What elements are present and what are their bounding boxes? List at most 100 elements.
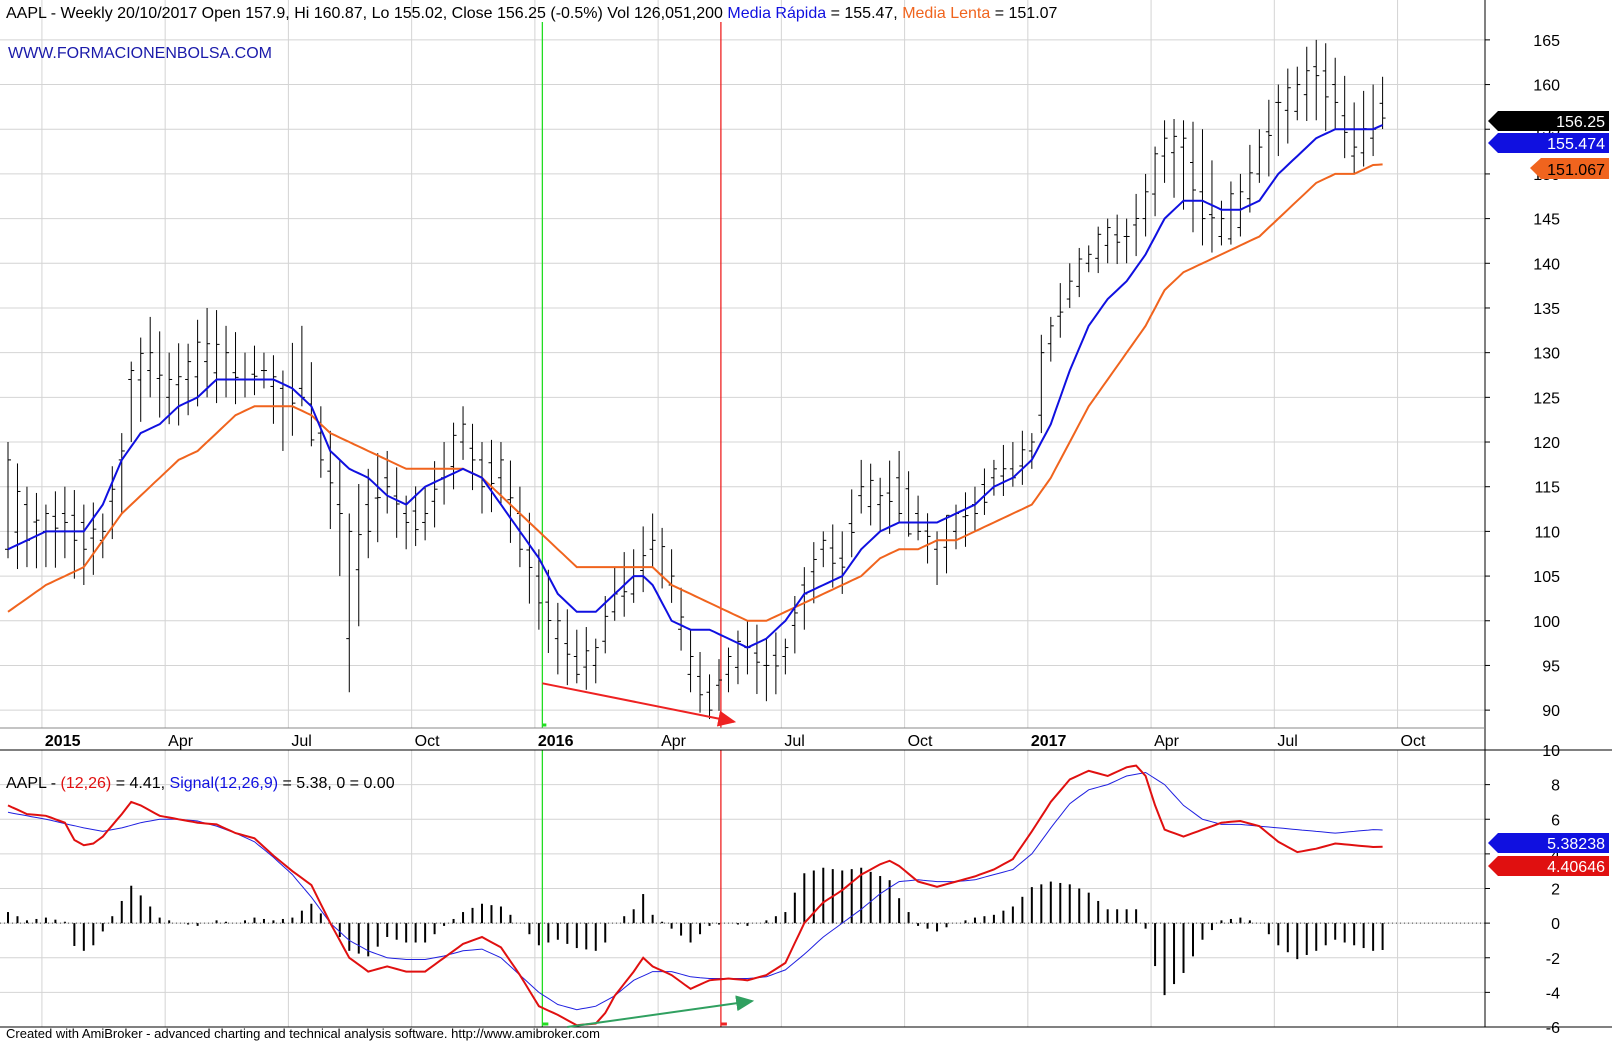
price-tick-label: 125 (1533, 390, 1560, 407)
ohlc-bar (61, 486, 68, 559)
macd-value-tag: 4.40646 (1488, 856, 1609, 876)
svg-text:4.40646: 4.40646 (1547, 859, 1605, 876)
macd-tick-label: -4 (1546, 985, 1560, 1002)
macd-value: = 4.41, (116, 775, 165, 792)
ohlc-bar (602, 596, 609, 654)
ohlc-bar (791, 595, 798, 654)
ohlc-bar (80, 504, 87, 586)
ohlc-bar (763, 638, 770, 702)
price-tick-label: 115 (1534, 480, 1560, 497)
price-header: AAPL - Weekly 20/10/2017 Open 157.9, Hi … (6, 5, 1058, 22)
ohlc-bar (128, 361, 135, 443)
ohlc-bar (990, 459, 997, 496)
ohlc-bar (33, 492, 40, 569)
ohlc-bar (583, 627, 590, 690)
signal-value: = 5.38, 0 = 0.00 (283, 775, 395, 792)
ohlc-bar (374, 453, 381, 543)
macd-line (7, 764, 1383, 1027)
ohlc-bar (943, 514, 950, 574)
ohlc-bar (905, 471, 912, 537)
ohlc-bar (782, 638, 789, 675)
ohlc-bar (678, 587, 685, 651)
ohlc-bar (431, 461, 438, 528)
ohlc-bar (1000, 444, 1007, 496)
ohlc-bar (564, 609, 571, 686)
ohlc-bar (1208, 160, 1215, 253)
time-tick-label: Apr (168, 733, 194, 750)
price-tick-label: 160 (1533, 78, 1560, 95)
signal-markers (541, 22, 727, 1027)
price-tick-label: 130 (1533, 346, 1560, 363)
ohlc-bar (573, 629, 580, 684)
ohlc-bar (734, 630, 741, 685)
price-tick-label: 95 (1542, 658, 1560, 675)
time-tick-label: Oct (415, 733, 440, 750)
ohlc-bar (1142, 173, 1149, 237)
time-tick-label: 2016 (538, 733, 574, 750)
slow-ma-label: Media Lenta (902, 5, 990, 22)
ohlc-bar (497, 442, 504, 505)
ohlc-bar (1303, 46, 1310, 121)
price-tick-label: 105 (1533, 569, 1560, 586)
time-tick-label: Apr (1154, 733, 1180, 750)
ohlc-bar (355, 484, 362, 627)
ohlc-bar (1379, 76, 1386, 130)
svg-text:151.067: 151.067 (1547, 162, 1605, 179)
ohlc-bar (848, 489, 855, 558)
ohlc-bar (886, 460, 893, 534)
ohlc-bar (1341, 75, 1348, 159)
price-tick-label: 135 (1533, 301, 1560, 318)
ohlc-bar (1237, 173, 1244, 237)
ohlc-bar (327, 430, 334, 530)
ohlc-bar (545, 569, 552, 653)
time-tick-label: Jul (1277, 733, 1297, 750)
ohlc-bar (1332, 57, 1339, 130)
ohlc-bar (175, 343, 182, 426)
ohlc-bar (1038, 334, 1045, 434)
ohlc-bar (365, 468, 372, 559)
macd-label: (12,26) (61, 775, 112, 792)
ohlc-bar (1199, 129, 1206, 246)
macd-tick-label: -6 (1546, 1020, 1560, 1037)
ohlc-bar (1294, 66, 1301, 121)
ohlc-bar (137, 337, 144, 422)
ohlc-bar (877, 477, 884, 532)
ohlc-bar (867, 463, 874, 526)
ohlc-bar (1161, 120, 1168, 183)
price-tick-label: 120 (1533, 435, 1560, 452)
ohlc-bar (422, 486, 429, 541)
time-tick-label: Jul (291, 733, 311, 750)
ohlc-bar (14, 463, 21, 570)
price-tick-label: 100 (1533, 614, 1560, 631)
ohlc-bar (213, 310, 220, 404)
ohlc-bar (1351, 102, 1358, 174)
ohlc-bar (829, 524, 836, 588)
ohlc-bar (185, 343, 192, 416)
time-tick-label: 2017 (1031, 733, 1067, 750)
ohlc-bar (204, 307, 211, 398)
ohlc-bar (1284, 68, 1291, 144)
ohlc-bar (535, 549, 542, 630)
fast-ma-label: Media Rápida (727, 5, 826, 22)
ohlc-bar (1028, 433, 1035, 469)
macd-tick-label: 0 (1551, 916, 1560, 933)
watermark: WWW.FORMACIONENBOLSA.COM (8, 45, 272, 62)
ohlc-bar (346, 513, 353, 693)
ohlc-bar (592, 638, 599, 684)
ohlc-bar (753, 624, 760, 695)
fast-ma-value-tag: 155.474 (1488, 133, 1609, 153)
ohlc-bar (1256, 129, 1263, 183)
ohlc-bar (1275, 84, 1282, 157)
ohlc-bar (166, 352, 173, 425)
price-tick-label: 165 (1533, 33, 1560, 50)
price-tick-label: 140 (1533, 256, 1560, 273)
ohlc-bar (384, 450, 391, 514)
ohlc-bar (554, 602, 561, 675)
ohlc-bar (1180, 120, 1187, 210)
ohlc-bar (1085, 245, 1092, 273)
svg-text:156.25: 156.25 (1556, 114, 1605, 131)
ohlc-bar (450, 422, 457, 490)
ohlc-bar (1047, 316, 1054, 362)
